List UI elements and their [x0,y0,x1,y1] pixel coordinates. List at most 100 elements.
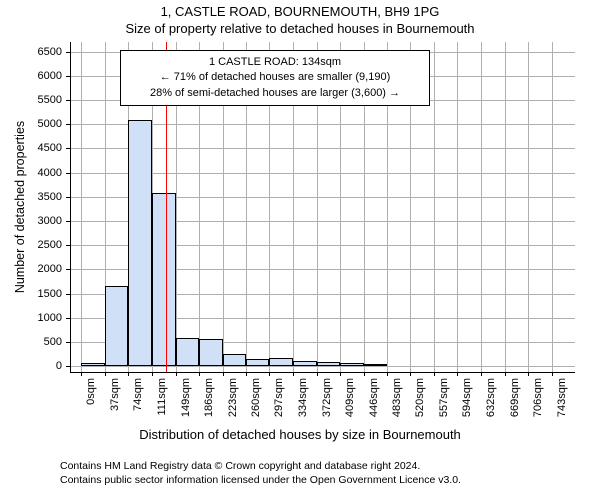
xtick-label: 557sqm [438,378,450,426]
xtick-label: 520sqm [414,378,426,426]
figure-title: 1, CASTLE ROAD, BOURNEMOUTH, BH9 1PG [0,4,600,19]
gridline [481,42,482,372]
xtick-mark [176,372,177,376]
hist-bar [293,361,317,366]
ytick-label: 4000 [0,167,62,179]
xtick-label: 743sqm [556,378,568,426]
ytick-mark [66,221,70,222]
ytick-mark [66,269,70,270]
hist-bar [223,354,246,367]
ytick-mark [66,76,70,77]
ytick-mark [66,124,70,125]
histogram-figure: 1, CASTLE ROAD, BOURNEMOUTH, BH9 1PG Siz… [0,0,600,500]
xtick-label: 297sqm [273,378,285,426]
xtick-label: 186sqm [203,378,215,426]
xtick-label: 334sqm [297,378,309,426]
hist-bar [128,120,151,366]
ytick-mark [66,245,70,246]
xtick-mark [199,372,200,376]
annotation-line1: 1 CASTLE ROAD: 134sqm [129,55,421,70]
xtick-label: 409sqm [344,378,356,426]
hist-bar [364,364,387,366]
annotation-line3: 28% of semi-detached houses are larger (… [129,86,421,101]
hist-bar [317,362,340,366]
xtick-mark [410,372,411,376]
xtick-mark [434,372,435,376]
ytick-label: 1500 [0,288,62,300]
xtick-mark [528,372,529,376]
hist-bar [199,339,222,366]
xtick-mark [152,372,153,376]
xtick-mark [293,372,294,376]
footer-line2: Contains public sector information licen… [60,474,600,488]
hist-bar [246,359,269,366]
ytick-mark [66,342,70,343]
ytick-label: 3000 [0,215,62,227]
y-axis-line [70,42,71,372]
gridline [552,42,553,372]
ytick-label: 500 [0,336,62,348]
hist-bar [105,286,128,366]
xtick-label: 669sqm [509,378,521,426]
ytick-label: 6000 [0,70,62,82]
xtick-mark [505,372,506,376]
xtick-label: 111sqm [156,378,168,426]
x-axis-line [70,372,575,373]
x-axis-caption: Distribution of detached houses by size … [0,427,600,442]
figure-subtitle: Size of property relative to detached ho… [0,21,600,36]
ytick-label: 0 [0,360,62,372]
ytick-label: 1000 [0,312,62,324]
hist-bar [269,358,292,366]
footer-line1: Contains HM Land Registry data © Crown c… [60,460,600,474]
xtick-mark [246,372,247,376]
hist-bar [152,193,176,366]
ytick-mark [66,318,70,319]
xtick-label: 37sqm [109,378,121,426]
xtick-mark [340,372,341,376]
annotation-line2: ← 71% of detached houses are smaller (9,… [129,70,421,85]
hist-bar [340,363,363,366]
hist-bar [81,363,104,366]
xtick-mark [128,372,129,376]
ytick-label: 2500 [0,239,62,251]
xtick-mark [552,372,553,376]
xtick-mark [105,372,106,376]
gridline [505,42,506,372]
xtick-label: 223sqm [227,378,239,426]
ytick-label: 5000 [0,118,62,130]
xtick-mark [269,372,270,376]
ytick-mark [66,197,70,198]
ytick-mark [66,52,70,53]
ytick-label: 3500 [0,191,62,203]
xtick-label: 632sqm [485,378,497,426]
xtick-label: 260sqm [250,378,262,426]
annotation-box: 1 CASTLE ROAD: 134sqm ← 71% of detached … [120,50,430,106]
xtick-mark [317,372,318,376]
xtick-label: 149sqm [180,378,192,426]
ytick-label: 5500 [0,94,62,106]
gridline [70,366,575,367]
ytick-mark [66,148,70,149]
xtick-label: 483sqm [391,378,403,426]
ytick-mark [66,173,70,174]
ytick-label: 2000 [0,263,62,275]
gridline [457,42,458,372]
xtick-mark [457,372,458,376]
ytick-mark [66,100,70,101]
ytick-label: 6500 [0,46,62,58]
xtick-label: 446sqm [368,378,380,426]
ytick-mark [66,294,70,295]
hist-bar [176,338,199,366]
xtick-label: 74sqm [132,378,144,426]
ytick-mark [66,366,70,367]
xtick-label: 0sqm [85,378,97,426]
xtick-label: 372sqm [321,378,333,426]
xtick-mark [223,372,224,376]
xtick-label: 706sqm [532,378,544,426]
gridline [528,42,529,372]
gridline [434,42,435,372]
xtick-mark [81,372,82,376]
xtick-mark [387,372,388,376]
xtick-label: 594sqm [461,378,473,426]
xtick-mark [364,372,365,376]
